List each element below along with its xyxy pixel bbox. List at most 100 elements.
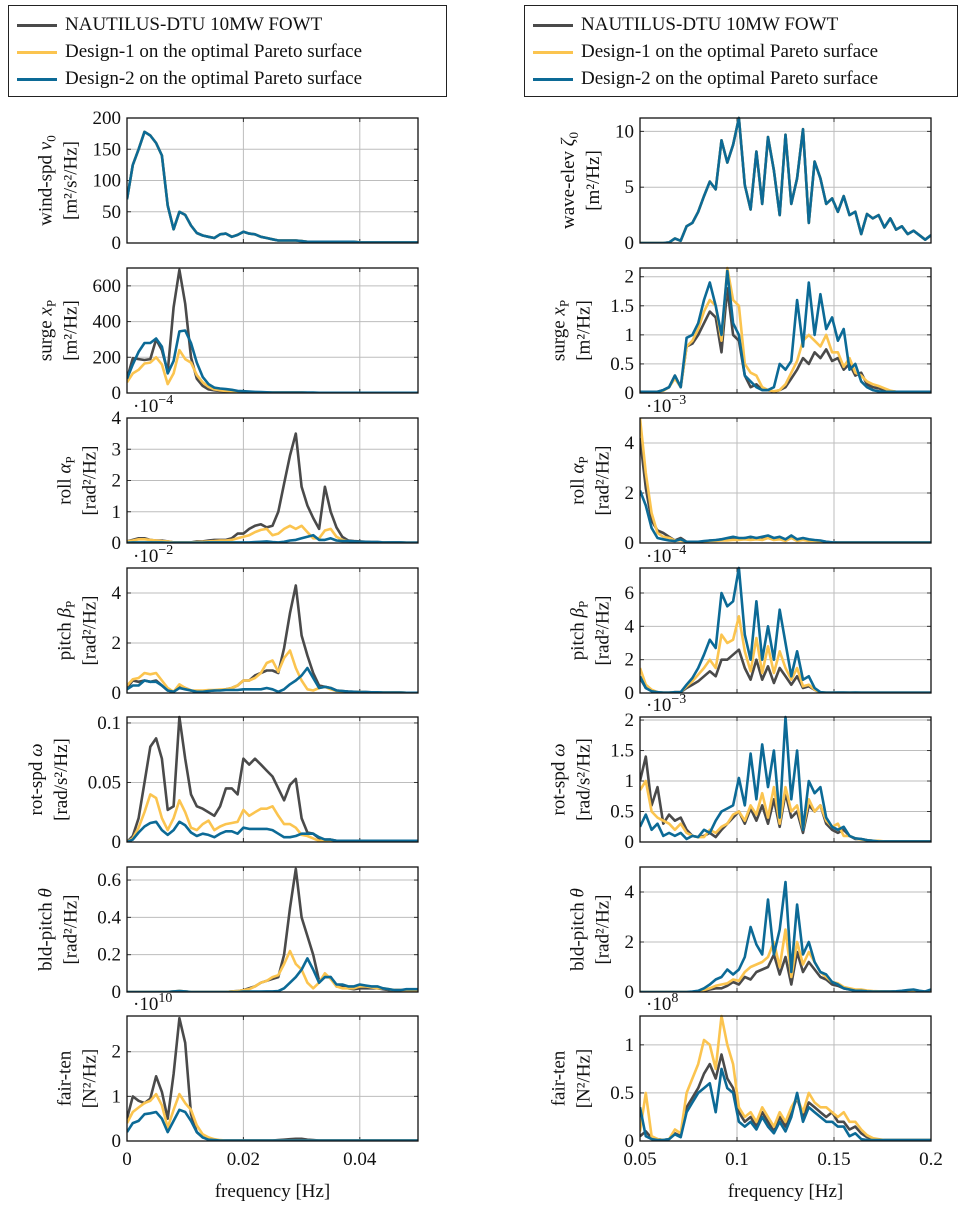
legend-label: Design-2 on the optimal Pareto surface — [581, 68, 879, 89]
y-axis-label-unit: [m²/Hz] — [574, 300, 595, 361]
quantity-symbol: θ — [568, 888, 589, 897]
y-axis-label-quantity: rot-spd ω — [26, 744, 47, 816]
y-axis-label-quantity: rot-spd ω — [549, 744, 570, 816]
y-tick-label: 3 — [112, 439, 122, 460]
plot-frame — [639, 716, 932, 843]
multiplier-base: ·10 — [646, 695, 671, 716]
quantity-symbol: ω — [26, 744, 47, 757]
y-axis-label-unit: [rad²/Hz] — [80, 595, 101, 665]
multiplier-base: ·10 — [646, 546, 671, 567]
y-axis-label-unit: [rad²/Hz] — [593, 894, 614, 964]
y-tick-label: 1 — [112, 502, 122, 523]
x-tick-label: 0.05 — [623, 1149, 656, 1170]
y-axis-label-unit: [rad/s²/Hz] — [574, 738, 595, 821]
axis-multiplier: ·10−3 — [646, 393, 686, 417]
quantity-name: rot-spd — [26, 757, 47, 816]
series-line-nautilus — [640, 648, 931, 693]
y-tick-label: 4 — [625, 433, 635, 454]
series-line-nautilus — [127, 268, 418, 393]
y-tick-label: 2 — [625, 710, 635, 731]
y-axis-label-unit: [rad²/Hz] — [80, 445, 101, 515]
y-tick-label: 1.5 — [610, 296, 634, 317]
series-line-design-1 — [127, 348, 418, 393]
y-tick-label: 150 — [93, 139, 122, 160]
multiplier-exponent: −3 — [671, 393, 686, 408]
quantity-name: rot-spd — [549, 757, 570, 816]
panel-surge-wave-band: 0 0.5 1 1.5 2 surge xP [m²/Hz] — [549, 266, 932, 404]
plot-frame — [126, 417, 419, 544]
y-tick-label: 2 — [112, 1042, 122, 1063]
panel-roll-low-freq: 0 1 2 3 4 ·10−4 roll αP [rad²/Hz] — [55, 393, 419, 554]
quantity-name: pitch — [568, 617, 589, 660]
legend-label: NAUTILUS-DTU 10MW FOWT — [65, 14, 323, 35]
quantity-name: roll — [55, 474, 76, 505]
y-tick-label: 400 — [93, 312, 122, 333]
x-tick-label: 0.04 — [343, 1149, 377, 1170]
y-axis-label-quantity: surge xP — [36, 300, 59, 361]
series-line-design-2 — [127, 130, 418, 243]
multiplier-base: ·10 — [133, 994, 158, 1015]
quantity-symbol: α — [55, 463, 76, 474]
y-tick-label: 1 — [625, 771, 635, 792]
legend-left: NAUTILUS-DTU 10MW FOWT Design-1 on the o… — [8, 5, 447, 97]
quantity-subscript: P — [63, 456, 78, 463]
multiplier-exponent: −4 — [158, 393, 173, 408]
x-tick-label: 0 — [122, 1149, 132, 1170]
plot-frame — [126, 117, 419, 244]
y-tick-label: 4 — [112, 408, 122, 429]
y-tick-label: 1 — [112, 1086, 122, 1107]
x-axis-label: frequency [Hz] — [728, 1181, 844, 1202]
y-tick-label: 0 — [625, 683, 635, 704]
y-tick-label: 6 — [625, 583, 635, 604]
x-tick-label: 0.02 — [227, 1149, 260, 1170]
legend-entry-design-2: Design-2 on the optimal Pareto surface — [533, 66, 878, 92]
y-tick-label: 2 — [112, 633, 122, 654]
multiplier-exponent: −2 — [158, 543, 173, 558]
y-axis-label-quantity: surge xP — [549, 300, 572, 361]
y-tick-label: 2 — [625, 932, 635, 953]
series-line-design-2 — [640, 116, 931, 243]
series-line-design-2 — [127, 957, 418, 992]
axis-multiplier: ·10−3 — [646, 692, 686, 716]
y-axis-label-quantity: fair-ten — [55, 1050, 76, 1106]
x-tick-label: 0.2 — [919, 1149, 943, 1170]
y-tick-label: 0.5 — [610, 1083, 634, 1104]
y-axis-label-quantity: pitch βP — [55, 601, 78, 660]
y-tick-label: 600 — [93, 276, 122, 297]
quantity-symbol: α — [568, 463, 589, 474]
quantity-symbol: β — [55, 607, 76, 618]
quantity-symbol: ζ — [558, 137, 579, 146]
y-axis-label-quantity: bld-pitch θ — [568, 888, 589, 971]
legend-label: Design-1 on the optimal Pareto surface — [65, 41, 363, 62]
y-tick-label: 0.05 — [88, 772, 121, 793]
y-axis-label-unit: [rad²/Hz] — [593, 445, 614, 515]
quantity-symbol: x — [549, 307, 570, 317]
quantity-name: wind-spd — [36, 150, 57, 225]
legend-swatch-design-1 — [17, 50, 57, 54]
quantity-name: surge — [549, 316, 570, 362]
y-axis-label-quantity: fair-ten — [549, 1050, 570, 1106]
series-line-nautilus — [127, 867, 418, 992]
quantity-subscript: 0 — [566, 132, 581, 139]
series-line-nautilus — [127, 584, 418, 693]
quantity-name: bld-pitch — [36, 897, 57, 970]
series-line-nautilus — [640, 950, 931, 992]
plot-frame — [639, 866, 932, 993]
series-line-design-1 — [127, 524, 418, 543]
y-tick-label: 0 — [625, 1131, 635, 1152]
y-tick-label: 0 — [625, 383, 635, 404]
y-tick-label: 1 — [625, 1035, 635, 1056]
axis-multiplier: ·10−2 — [133, 543, 173, 567]
y-tick-label: 200 — [93, 108, 122, 129]
y-tick-label: 0.1 — [97, 713, 121, 734]
series-line-design-1 — [127, 130, 418, 243]
panel-roll-wave-band: 0 2 4 ·10−3 roll αP [rad²/Hz] — [568, 393, 932, 554]
series-line-design-2 — [640, 1067, 931, 1141]
x-axis-label: frequency [Hz] — [215, 1181, 331, 1202]
y-tick-label: 0 — [625, 982, 635, 1003]
y-tick-label: 200 — [93, 347, 122, 368]
y-tick-label: 100 — [93, 171, 122, 192]
series-line-nautilus — [640, 437, 931, 543]
y-tick-label: 0.4 — [97, 907, 121, 928]
